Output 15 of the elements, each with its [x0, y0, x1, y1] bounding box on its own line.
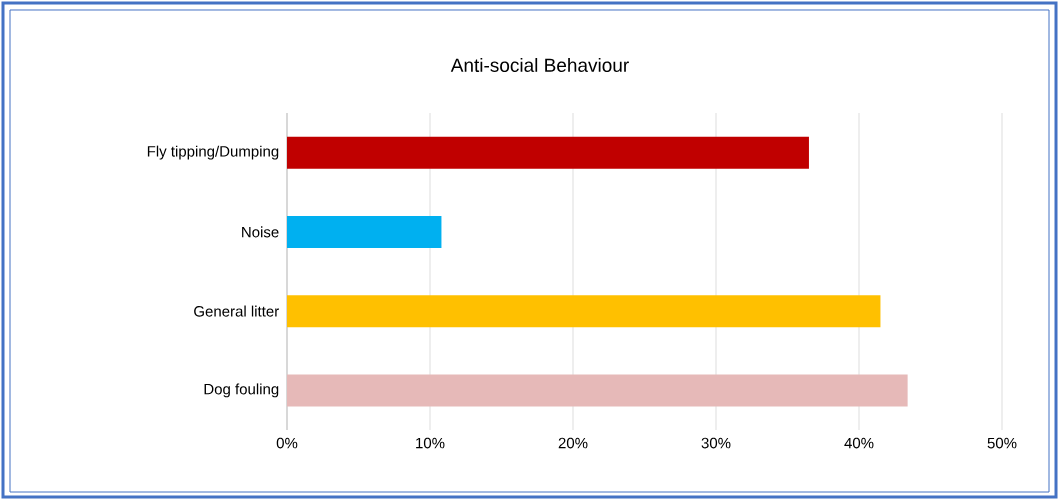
y-tick-label: General litter [194, 305, 279, 317]
chart-title: Anti-social Behaviour [450, 58, 629, 72]
x-tick-label: 50% [987, 437, 1017, 449]
bar [287, 374, 908, 407]
bar [287, 136, 809, 169]
x-tick-label: 40% [844, 437, 874, 449]
x-tick-label: 30% [701, 437, 731, 449]
x-tick-label: 0% [276, 437, 298, 449]
y-tick-label: Noise [242, 226, 279, 238]
bar [287, 295, 881, 328]
x-tick-label: 10% [416, 437, 445, 449]
y-tick-label: Dog fouling [204, 383, 279, 398]
y-tick-label: Fly tipping/Dumping [147, 145, 279, 160]
bar [287, 215, 442, 248]
x-tick-label: 20% [558, 437, 588, 449]
